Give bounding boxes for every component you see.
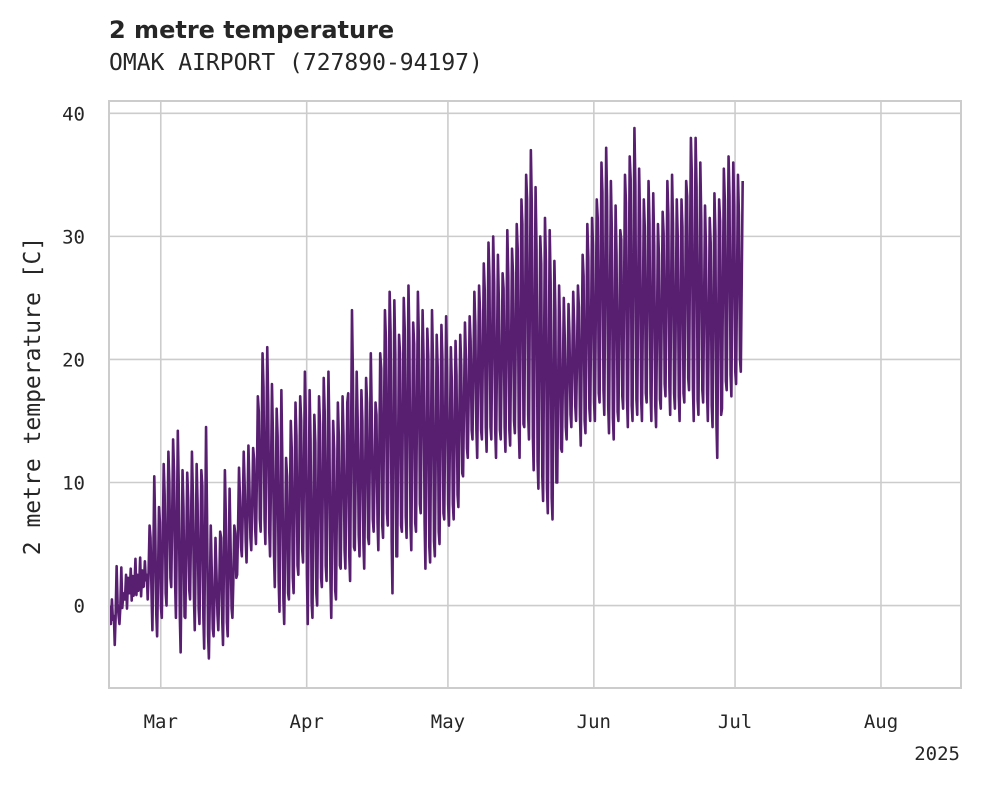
chart-title: 2 metre temperature xyxy=(109,16,395,44)
plot-area xyxy=(107,126,744,660)
x-tick-labels: Mar Apr May Jun Jul Aug xyxy=(144,711,899,733)
y-tick-labels: 0 10 20 30 40 xyxy=(62,103,85,617)
y-tick-label: 10 xyxy=(62,472,85,494)
x-tick-label: Aug xyxy=(864,711,898,733)
y-tick-label: 30 xyxy=(62,226,85,248)
x-tick-label: Mar xyxy=(144,711,178,733)
y-axis-label: 2 metre temperature [C] xyxy=(20,237,46,556)
y-tick-label: 0 xyxy=(74,596,85,618)
y-tick-label: 40 xyxy=(62,103,85,125)
x-tick-label: Apr xyxy=(290,711,324,733)
plot-frame xyxy=(108,100,962,689)
year-label: 2025 xyxy=(914,743,960,765)
series-line xyxy=(107,126,744,660)
x-tick-label: Jun xyxy=(577,711,611,733)
y-tick-label: 20 xyxy=(62,349,85,371)
x-tick-label: Jul xyxy=(718,711,752,733)
chart-subtitle: OMAK AIRPORT (727890-94197) xyxy=(109,50,483,76)
x-tick-label: May xyxy=(431,711,465,733)
